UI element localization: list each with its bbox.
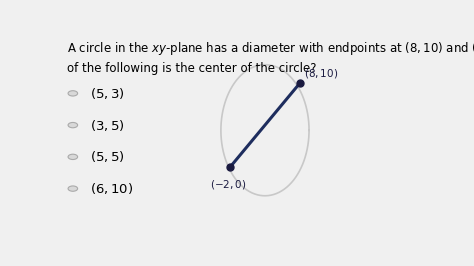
Circle shape bbox=[68, 186, 78, 191]
Text: $(3, 5)$: $(3, 5)$ bbox=[91, 118, 125, 133]
Text: $(8, 10)$: $(8, 10)$ bbox=[303, 67, 338, 80]
Text: $(5, 3)$: $(5, 3)$ bbox=[91, 86, 125, 101]
Text: A circle in the $xy$-plane has a diameter with endpoints at $(8, 10)$ and $(-2, : A circle in the $xy$-plane has a diamete… bbox=[66, 40, 474, 57]
Circle shape bbox=[68, 91, 78, 96]
Text: $(-2, 0)$: $(-2, 0)$ bbox=[210, 178, 246, 191]
Text: $(6, 10)$: $(6, 10)$ bbox=[91, 181, 134, 196]
Circle shape bbox=[68, 122, 78, 128]
Text: of the following is the center of the circle?: of the following is the center of the ci… bbox=[66, 62, 316, 75]
Circle shape bbox=[68, 154, 78, 160]
Text: $(5, 5)$: $(5, 5)$ bbox=[91, 149, 125, 164]
